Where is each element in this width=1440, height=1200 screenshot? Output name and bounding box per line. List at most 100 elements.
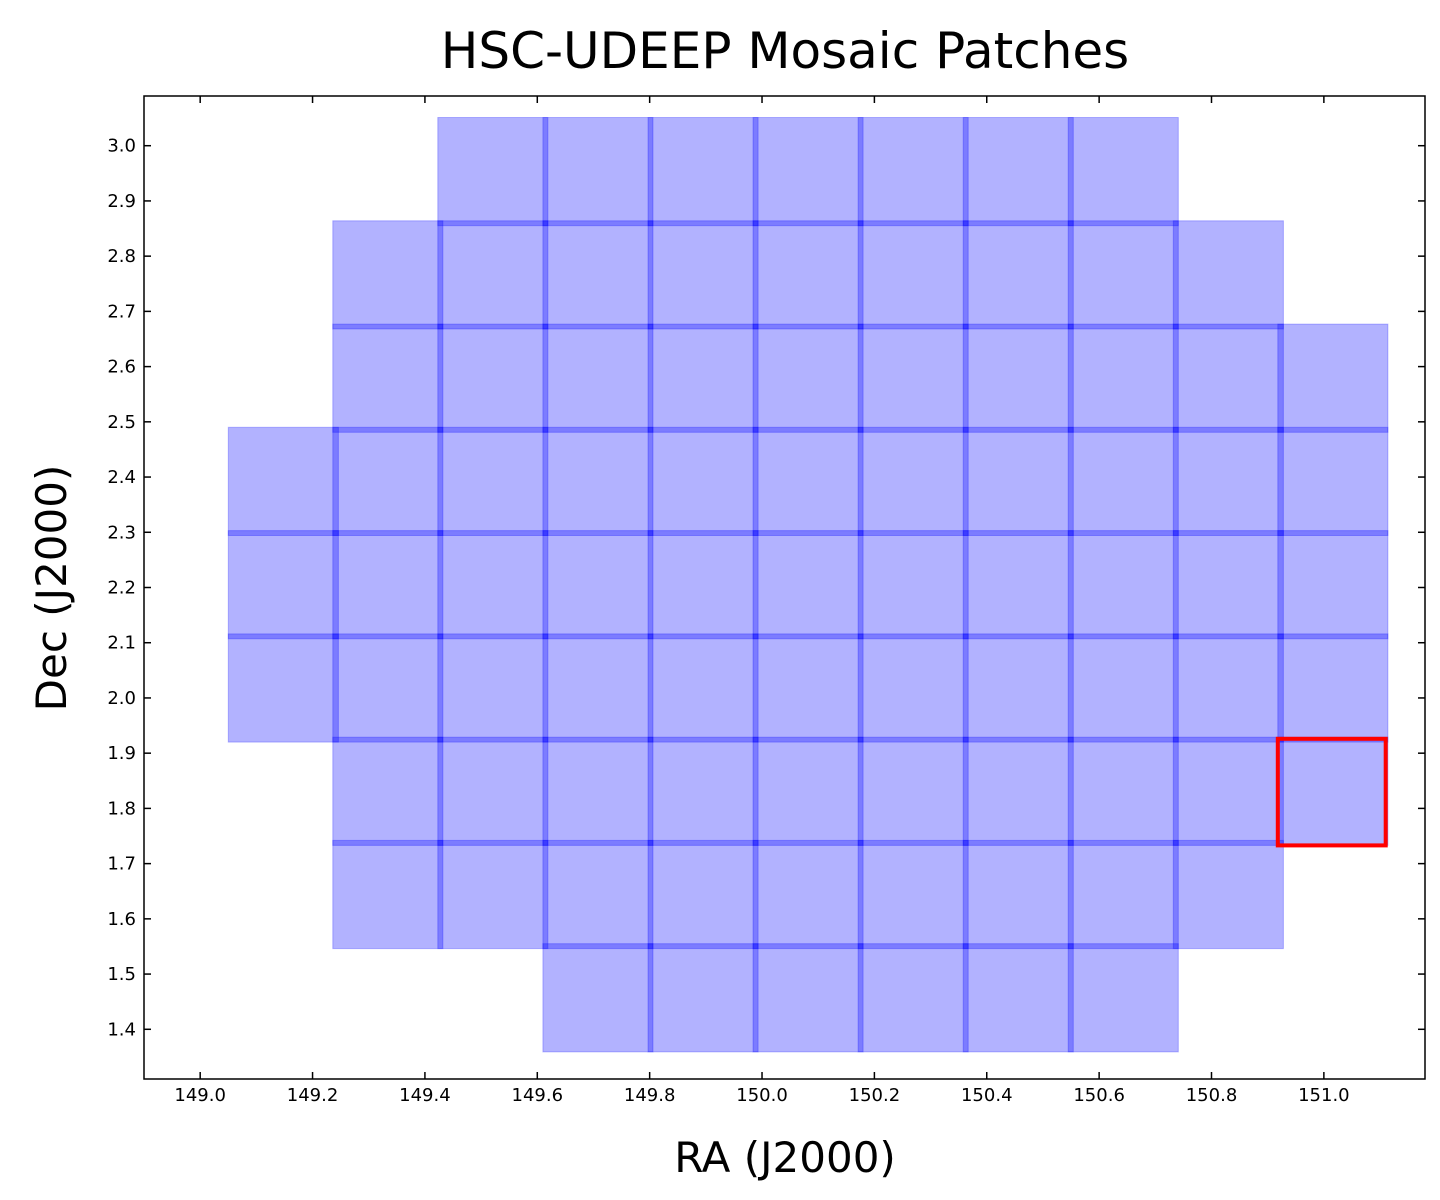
x-tick-label: 150.2 xyxy=(849,1085,901,1106)
mosaic-patch xyxy=(437,530,549,640)
mosaic-patch xyxy=(227,633,339,743)
mosaic-patch xyxy=(1277,530,1389,640)
y-tick-label: 2.2 xyxy=(107,578,136,599)
y-axis-label: Dec (J2000) xyxy=(27,465,76,712)
mosaic-patch xyxy=(542,220,654,330)
mosaic-patch xyxy=(1067,736,1179,846)
mosaic-patch xyxy=(857,323,969,433)
mosaic-patch xyxy=(1277,633,1389,743)
x-axis: 149.0 149.2 149.4 149.6 149.8 150.0 150.2 150.4… xyxy=(174,96,1350,1106)
mosaic-patch xyxy=(1067,323,1179,433)
mosaic-patch xyxy=(752,530,864,640)
mosaic-patch xyxy=(332,323,444,433)
mosaic-patch xyxy=(332,220,444,330)
mosaic-patch xyxy=(542,839,654,950)
patch-layer xyxy=(227,117,1389,1053)
y-tick-label: 2.3 xyxy=(107,522,136,543)
mosaic-patch xyxy=(962,633,1074,743)
y-tick-label: 1.8 xyxy=(107,798,136,819)
y-axis: 1.4 1.5 1.6 1.7 1.8 1.9 2.0 2.1 2.2 2.3 2.4 2.5 2.6 2… xyxy=(107,136,1425,1040)
mosaic-patch xyxy=(1277,736,1389,846)
mosaic-patch xyxy=(542,426,654,536)
mosaic-patch xyxy=(857,736,969,846)
mosaic-patch xyxy=(1067,220,1179,330)
mosaic-patch xyxy=(437,839,549,950)
mosaic-patch xyxy=(437,633,549,743)
x-tick-label: 150.8 xyxy=(1186,1085,1238,1106)
mosaic-patch xyxy=(752,839,864,950)
mosaic-patch xyxy=(857,839,969,950)
mosaic-patch xyxy=(857,426,969,536)
chart-title: HSC-UDEEP Mosaic Patches xyxy=(441,22,1129,80)
mosaic-patch xyxy=(1172,633,1284,743)
y-tick-label: 2.5 xyxy=(107,412,136,433)
mosaic-patch xyxy=(1067,633,1179,743)
mosaic-patch xyxy=(962,323,1074,433)
y-tick-label: 2.9 xyxy=(107,191,136,212)
mosaic-patch xyxy=(332,633,444,743)
mosaic-patch xyxy=(542,943,654,1053)
mosaic-patch xyxy=(332,530,444,640)
mosaic-patch xyxy=(1067,943,1179,1053)
mosaic-patch xyxy=(227,530,339,640)
mosaic-patch xyxy=(542,736,654,846)
mosaic-patch xyxy=(1172,530,1284,640)
mosaic-patch xyxy=(962,943,1074,1053)
mosaic-patch xyxy=(542,117,654,227)
mosaic-patch xyxy=(1172,736,1284,846)
y-tick-label: 2.7 xyxy=(107,301,136,322)
mosaic-patch xyxy=(857,117,969,227)
mosaic-patch xyxy=(962,839,1074,950)
mosaic-patch xyxy=(1277,426,1389,536)
mosaic-patch xyxy=(1172,426,1284,536)
mosaic-patch xyxy=(647,530,759,640)
x-tick-label: 149.2 xyxy=(287,1085,339,1106)
mosaic-patch xyxy=(332,736,444,846)
y-tick-label: 3.0 xyxy=(107,136,136,157)
mosaic-patch xyxy=(542,633,654,743)
mosaic-patch xyxy=(962,736,1074,846)
x-tick-label: 151.0 xyxy=(1298,1085,1350,1106)
x-tick-label: 150.6 xyxy=(1073,1085,1125,1106)
y-tick-label: 1.9 xyxy=(107,743,136,764)
y-tick-label: 1.4 xyxy=(107,1019,136,1040)
x-tick-label: 150.4 xyxy=(961,1085,1013,1106)
mosaic-patch xyxy=(437,426,549,536)
mosaic-patch xyxy=(857,530,969,640)
mosaic-patch xyxy=(1067,530,1179,640)
plot-frame xyxy=(143,95,1426,1080)
mosaic-patch xyxy=(962,220,1074,330)
mosaic-patch xyxy=(647,323,759,433)
y-tick-label: 2.1 xyxy=(107,633,136,654)
y-tick-label: 2.4 xyxy=(107,467,136,488)
highlighted-patch xyxy=(1275,736,1388,848)
mosaic-patch xyxy=(647,943,759,1053)
mosaic-patch xyxy=(962,530,1074,640)
mosaic-patch xyxy=(647,633,759,743)
mosaic-patch xyxy=(1067,117,1179,227)
x-tick-label: 149.6 xyxy=(512,1085,564,1106)
x-tick-label: 149.8 xyxy=(624,1085,676,1106)
mosaic-patch xyxy=(1067,839,1179,950)
mosaic-patch xyxy=(542,323,654,433)
mosaic-patch xyxy=(1172,839,1284,950)
mosaic-patch xyxy=(647,220,759,330)
highlight-layer xyxy=(1275,736,1388,848)
mosaic-patch xyxy=(752,117,864,227)
mosaic-patch xyxy=(647,736,759,846)
y-tick-label: 1.6 xyxy=(107,909,136,930)
mosaic-patch xyxy=(1172,220,1284,330)
y-tick-label: 2.6 xyxy=(107,357,136,378)
mosaic-patch xyxy=(1172,323,1284,433)
mosaic-patch xyxy=(752,943,864,1053)
mosaic-patch xyxy=(857,220,969,330)
mosaic-patch xyxy=(332,839,444,950)
x-axis-label: RA (J2000) xyxy=(674,1133,896,1182)
y-tick-label: 2.8 xyxy=(107,246,136,267)
x-tick-label: 150.0 xyxy=(736,1085,788,1106)
mosaic-patch xyxy=(857,943,969,1053)
x-tick-label: 149.0 xyxy=(174,1085,226,1106)
y-tick-label: 1.7 xyxy=(107,854,136,875)
mosaic-patch xyxy=(1277,323,1389,433)
mosaic-patch xyxy=(857,633,969,743)
